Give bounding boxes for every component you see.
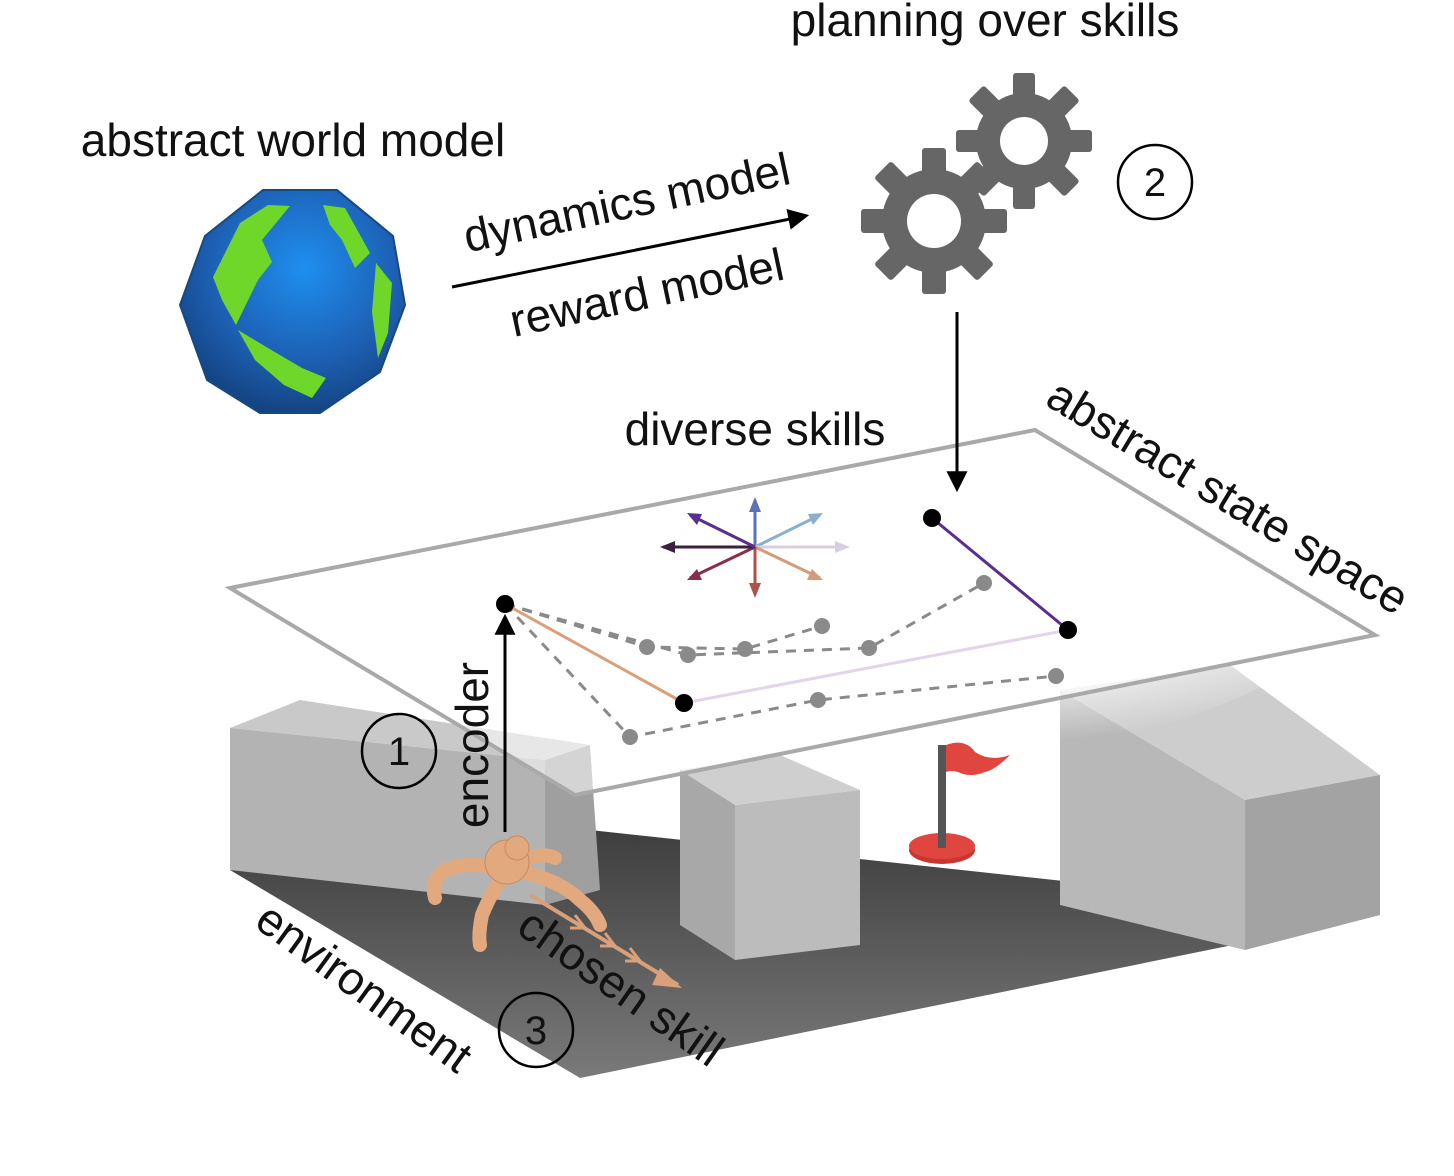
right-block-front [1060, 690, 1245, 950]
step-1-label: 1 [388, 730, 410, 774]
environment-scene [230, 665, 1380, 1078]
step-2-badge: 2 [1116, 143, 1194, 221]
candidate-trajectories [503, 581, 1057, 739]
middle-block-side [735, 790, 860, 960]
goal-node [923, 509, 941, 527]
plan-node [1059, 621, 1077, 639]
step-3-label: 3 [525, 1009, 547, 1053]
candidate-point [814, 618, 830, 634]
candidate-point [737, 641, 753, 657]
step-3-badge: 3 [497, 991, 575, 1069]
plan-node [675, 694, 693, 712]
reward-model-label: reward model [505, 238, 788, 347]
skill-compass-icon [660, 497, 850, 598]
candidate-points [622, 575, 1064, 745]
step-1-badge: 1 [360, 712, 438, 790]
trajectory-lower [503, 602, 1057, 739]
candidate-point [639, 639, 655, 655]
start-node [496, 595, 514, 613]
trajectory-middle [504, 581, 985, 657]
candidate-point [1048, 668, 1064, 684]
model-arrow [451, 209, 810, 289]
candidate-point [622, 729, 638, 745]
step-2-label: 2 [1144, 161, 1166, 205]
chosen-skill-arrow [528, 893, 682, 988]
candidate-point [810, 692, 826, 708]
middle-block-front [680, 770, 735, 960]
agent-icon [426, 835, 607, 952]
diverse-skills-label: diverse skills [625, 403, 886, 455]
encoder-label: encoder [446, 662, 498, 828]
trajectory-upper [504, 602, 823, 651]
abstract-state-plane [224, 427, 1381, 798]
candidate-point [976, 575, 992, 591]
goal-segment [931, 516, 1069, 632]
gears-icon [861, 73, 1092, 294]
plan-segment [683, 628, 1069, 705]
candidate-point [680, 647, 696, 663]
globe-icon [178, 189, 407, 414]
chosen-skill-segment [504, 602, 685, 705]
candidate-point [861, 640, 877, 656]
flag-icon [909, 742, 1010, 864]
world-model-label: abstract world model [81, 114, 505, 166]
planning-label: planning over skills [791, 0, 1180, 46]
right-block-side [1245, 775, 1380, 950]
